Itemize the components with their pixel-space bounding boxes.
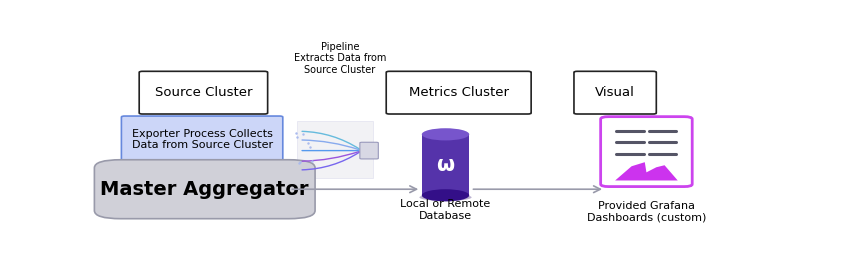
FancyBboxPatch shape	[94, 160, 315, 219]
Ellipse shape	[422, 128, 469, 140]
Text: Local or Remote
Database: Local or Remote Database	[400, 199, 490, 221]
Polygon shape	[422, 134, 469, 195]
Ellipse shape	[419, 194, 472, 201]
FancyBboxPatch shape	[122, 116, 283, 163]
FancyBboxPatch shape	[360, 142, 378, 159]
Text: Pipeline
Extracts Data from
Source Cluster: Pipeline Extracts Data from Source Clust…	[294, 42, 386, 75]
FancyBboxPatch shape	[386, 71, 531, 114]
Text: Metrics Cluster: Metrics Cluster	[409, 86, 508, 99]
FancyBboxPatch shape	[139, 71, 268, 114]
Text: Provided Grafana
Dashboards (custom): Provided Grafana Dashboards (custom)	[586, 201, 706, 223]
Text: Visual: Visual	[595, 86, 635, 99]
Ellipse shape	[422, 189, 469, 201]
Text: Exporter Process Collects
Data from Source Cluster: Exporter Process Collects Data from Sour…	[132, 129, 273, 150]
FancyBboxPatch shape	[574, 71, 656, 114]
Text: Source Cluster: Source Cluster	[155, 86, 252, 99]
FancyBboxPatch shape	[298, 121, 373, 178]
Text: Master Aggregator: Master Aggregator	[100, 180, 309, 199]
Text: ω: ω	[436, 155, 455, 175]
FancyBboxPatch shape	[601, 117, 692, 187]
